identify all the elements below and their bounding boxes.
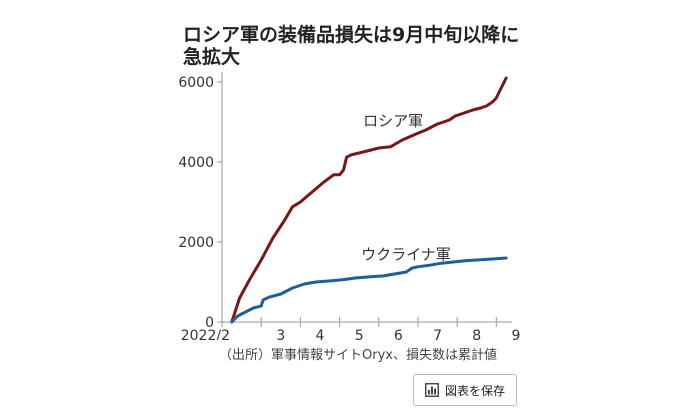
y-tick-label: 0 — [205, 315, 214, 331]
series-line-ukraine — [230, 256, 508, 324]
x-tick-label: 7 — [433, 328, 442, 340]
series-label-ukraine: ウクライナ軍 — [361, 246, 451, 264]
x-tick-label: 9 — [511, 328, 520, 340]
x-tick-label: 8 — [472, 328, 481, 340]
x-tick-label: 2022/2 — [181, 328, 230, 340]
x-tick-label: 5 — [355, 328, 364, 340]
x-tick-label: 4 — [316, 328, 325, 340]
bar-chart-icon — [425, 383, 439, 397]
save-button-label: 図表を保存 — [444, 383, 505, 398]
y-tick-label: 4000 — [178, 155, 214, 171]
chart-title: ロシア軍の装備品損失は9月中旬以降に急拡大 — [183, 24, 520, 68]
source-note: （出所）軍事情報サイトOryx、損失数は累計値 — [219, 348, 497, 363]
x-tick-label: 3 — [276, 328, 285, 340]
series-label-russia: ロシア軍 — [363, 112, 423, 130]
series-line-russia — [230, 76, 508, 324]
x-tick-label: 6 — [394, 328, 403, 340]
y-tick-label: 6000 — [178, 75, 214, 91]
save-chart-button[interactable]: 図表を保存 — [413, 374, 517, 406]
y-tick-label: 2000 — [178, 235, 214, 251]
